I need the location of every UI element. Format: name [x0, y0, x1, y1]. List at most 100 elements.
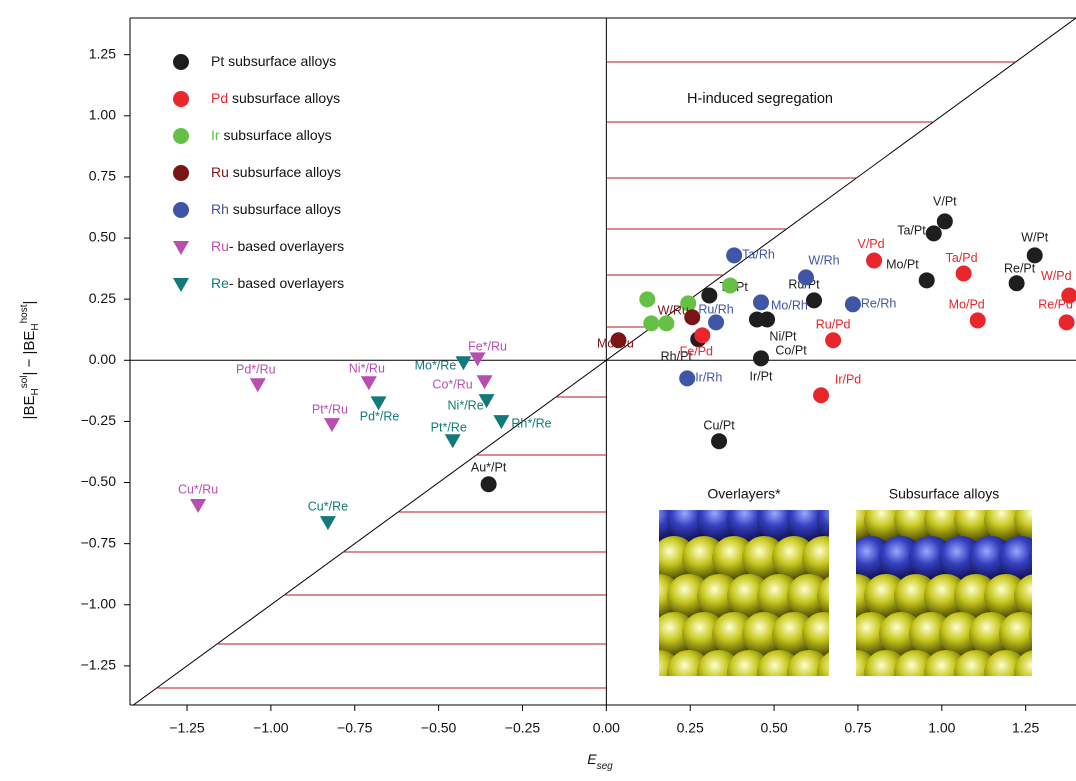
data-label: W/Pt — [1021, 231, 1049, 245]
data-label: V/Pd — [857, 237, 884, 251]
data-label: Ir/Pd — [835, 373, 861, 387]
data-label: Re/Rh — [861, 297, 896, 311]
data-label: Mo*/Re — [415, 359, 457, 373]
data-point — [481, 476, 497, 492]
data-label: Ni*/Re — [448, 398, 484, 412]
x-axis-label: Eseg — [587, 751, 613, 772]
data-point — [825, 332, 841, 348]
y-label-part: host — [19, 304, 30, 323]
data-label: Rh*/Re — [511, 416, 551, 430]
y-label-part: sol — [19, 376, 30, 389]
legend-marker — [173, 128, 189, 144]
data-point — [753, 294, 769, 310]
data-label: V/Pt — [933, 195, 957, 209]
data-point — [250, 378, 266, 392]
data-label: Mo/Ru — [597, 337, 634, 351]
inset-label: Overlayers* — [707, 486, 781, 502]
y-tick-label: 1.00 — [89, 106, 116, 122]
legend-label: Pt subsurface alloys — [211, 53, 336, 69]
data-label: Re/Pt — [1004, 262, 1036, 276]
y-label-part: |BE — [21, 396, 38, 420]
inset-label: Subsurface alloys — [889, 486, 1000, 502]
legend-label: Ru- based overlayers — [211, 238, 344, 254]
data-point — [694, 327, 710, 343]
data-point — [722, 277, 738, 293]
atom — [802, 612, 846, 656]
data-label: W/Rh — [808, 254, 839, 268]
atom — [817, 650, 861, 694]
x-tick-label: 0.50 — [760, 720, 787, 736]
data-label: Co/Pt — [775, 344, 807, 358]
data-point — [477, 375, 493, 389]
y-tick-label: −1.25 — [81, 657, 117, 673]
atom — [607, 650, 651, 694]
data-point — [759, 311, 775, 327]
legend-marker — [173, 165, 189, 181]
atom — [817, 574, 861, 618]
data-label: Cu*/Re — [308, 499, 348, 513]
data-point — [643, 315, 659, 331]
data-label: Pt*/Ru — [312, 402, 348, 416]
data-label: Fe/Pd — [680, 345, 713, 359]
x-tick-label: 0.00 — [593, 720, 620, 736]
data-label: Ir/Pt — [750, 370, 773, 384]
atom — [1014, 650, 1058, 694]
data-label: W/Pd — [1041, 269, 1072, 283]
data-point — [324, 418, 340, 432]
data-label: Co*/Ru — [432, 378, 472, 392]
legend-label: Pd subsurface alloys — [211, 90, 340, 106]
data-label: Ta/Pt — [897, 224, 926, 238]
inset-image — [804, 498, 1073, 694]
data-point — [1059, 314, 1075, 330]
legend-marker — [173, 241, 189, 255]
data-label: Cu/Pt — [703, 418, 735, 432]
atom — [817, 498, 861, 542]
data-label: Ni/Pt — [769, 330, 797, 344]
annotation: H-induced segregation — [687, 91, 833, 107]
data-label: W/Ru — [658, 304, 689, 318]
legend-label: Ir subsurface alloys — [211, 127, 332, 143]
chart: H-induced segregation Overlayers* Subsurf… — [0, 0, 1076, 781]
data-label: Ru/Rh — [698, 303, 733, 317]
data-point — [813, 387, 829, 403]
data-label: Cu*/Ru — [178, 482, 218, 496]
data-point — [798, 269, 814, 285]
data-point — [845, 296, 861, 312]
atom — [999, 536, 1043, 580]
y-label-part: H — [30, 388, 41, 395]
atom — [1014, 574, 1058, 618]
y-tick-label: 0.00 — [89, 351, 116, 367]
data-point — [753, 350, 769, 366]
y-tick-label: −0.50 — [81, 473, 117, 489]
data-point — [926, 225, 942, 241]
data-label: Ir/Rh — [695, 371, 722, 385]
data-point — [658, 315, 674, 331]
y-axis-label: |BEHsol| − |BEHhost| — [19, 301, 41, 420]
data-point — [470, 352, 486, 366]
data-label: Ru/Pd — [816, 318, 851, 332]
atom — [1029, 536, 1073, 580]
y-tick-label: −0.75 — [81, 534, 117, 550]
x-tick-label: −0.75 — [337, 720, 373, 736]
data-label: Re/Pd — [1038, 298, 1073, 312]
atom — [1029, 612, 1073, 656]
data-point — [701, 287, 717, 303]
inset-image — [607, 498, 876, 694]
legend-label: Re- based overlayers — [211, 275, 344, 291]
data-point — [956, 265, 972, 281]
data-point — [361, 376, 377, 390]
atom — [607, 574, 651, 618]
y-tick-label: 0.50 — [89, 229, 116, 245]
legend-marker — [173, 278, 189, 292]
data-point — [455, 356, 471, 370]
atom — [607, 498, 651, 542]
y-tick-label: 1.25 — [89, 45, 116, 61]
x-tick-label: 1.00 — [928, 720, 955, 736]
data-point — [919, 272, 935, 288]
data-point — [726, 247, 742, 263]
atom — [1014, 498, 1058, 542]
atom — [999, 612, 1043, 656]
x-tick-label: −1.00 — [253, 720, 289, 736]
legend-marker — [173, 54, 189, 70]
legend-label: Ru subsurface alloys — [211, 164, 341, 180]
